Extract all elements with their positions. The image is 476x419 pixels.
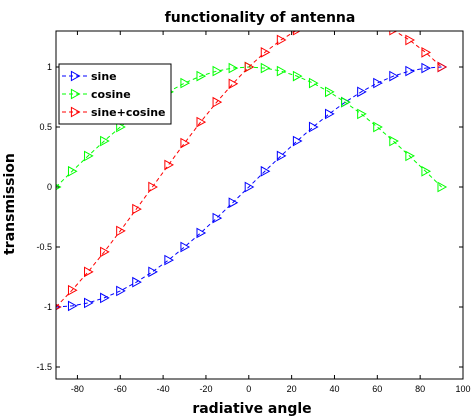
legend-label: cosine [91,88,131,101]
data-point [325,108,335,120]
y-tick-label: 1 [47,62,52,72]
data-point [357,108,367,120]
data-point [164,254,174,266]
legend-label: sine+cosine [91,106,166,119]
data-point [308,121,319,133]
data-point [100,246,110,258]
data-series [56,31,448,312]
data-point [260,165,271,177]
data-point [405,65,415,77]
data-point [132,203,142,215]
data-point [148,266,158,278]
data-point [260,47,271,58]
data-point [116,121,126,133]
data-point [260,62,271,74]
data-point [228,62,239,74]
data-point [421,62,432,74]
data-point [389,70,399,82]
data-point [196,116,207,128]
data-point [341,96,351,108]
data-point [100,292,110,304]
data-point [421,165,432,177]
legend-swatch-marker [70,106,81,118]
data-point [373,121,383,133]
data-point [228,197,239,209]
data-point [437,181,448,193]
x-tick-label: -60 [114,384,127,394]
data-point [228,78,239,90]
data-point [67,300,78,312]
data-point [357,86,367,98]
x-tick-label: 60 [372,384,382,394]
x-tick-label: 40 [329,384,339,394]
data-point [132,276,142,288]
data-point [292,135,303,147]
data-point [325,86,335,98]
series-line [56,31,442,308]
data-point [276,65,287,77]
data-point [84,297,94,309]
data-point [116,285,126,297]
data-point [276,150,287,162]
x-tick-label: 100 [455,384,470,394]
data-point [212,65,223,77]
x-tick-label: -40 [157,384,170,394]
data-point [116,225,126,237]
x-tick-label: -80 [71,384,84,394]
data-point [389,135,399,147]
data-point [196,70,207,82]
y-tick-label: -1 [44,302,52,312]
plot-area-frame [55,30,464,380]
data-point [276,34,287,46]
data-point [373,77,383,89]
y-tick-label: -0.5 [36,242,52,252]
x-tick-label: -20 [199,384,212,394]
data-point [180,77,191,89]
data-point [180,241,191,253]
y-axis-label: transmission [2,153,18,255]
x-tick-label: 20 [287,384,297,394]
data-point [405,34,415,46]
data-point [67,284,78,296]
data-point [84,150,94,162]
data-point [244,61,255,73]
chart-title: functionality of antenna [165,10,356,26]
legend-label: sine [91,70,117,83]
y-tick-label: 0 [47,182,52,192]
data-point [212,212,223,224]
data-point [148,181,158,193]
data-point [292,70,303,82]
legend-swatch-marker [70,70,81,82]
data-point [421,47,432,58]
data-point [196,227,207,239]
data-point [292,31,302,36]
series-line [56,66,442,308]
legend-swatch-marker [70,88,81,100]
data-point [100,135,110,147]
data-point [180,137,191,149]
data-point [244,181,255,193]
series-sine-cosine [56,31,448,311]
data-point [308,77,319,89]
y-tick-label: 0.5 [39,122,52,132]
data-point [164,159,174,171]
x-axis-label: radiative angle [192,401,311,417]
data-point [389,31,398,36]
data-point [405,150,415,162]
data-point [437,61,448,73]
x-tick-label: 80 [415,384,425,394]
legend: sine cosine sine+cosine [58,63,172,125]
x-tick-label: 0 [246,384,251,394]
data-point [67,165,78,177]
data-point [84,266,94,278]
data-point [212,96,223,108]
y-tick-label: -1.5 [36,362,52,372]
